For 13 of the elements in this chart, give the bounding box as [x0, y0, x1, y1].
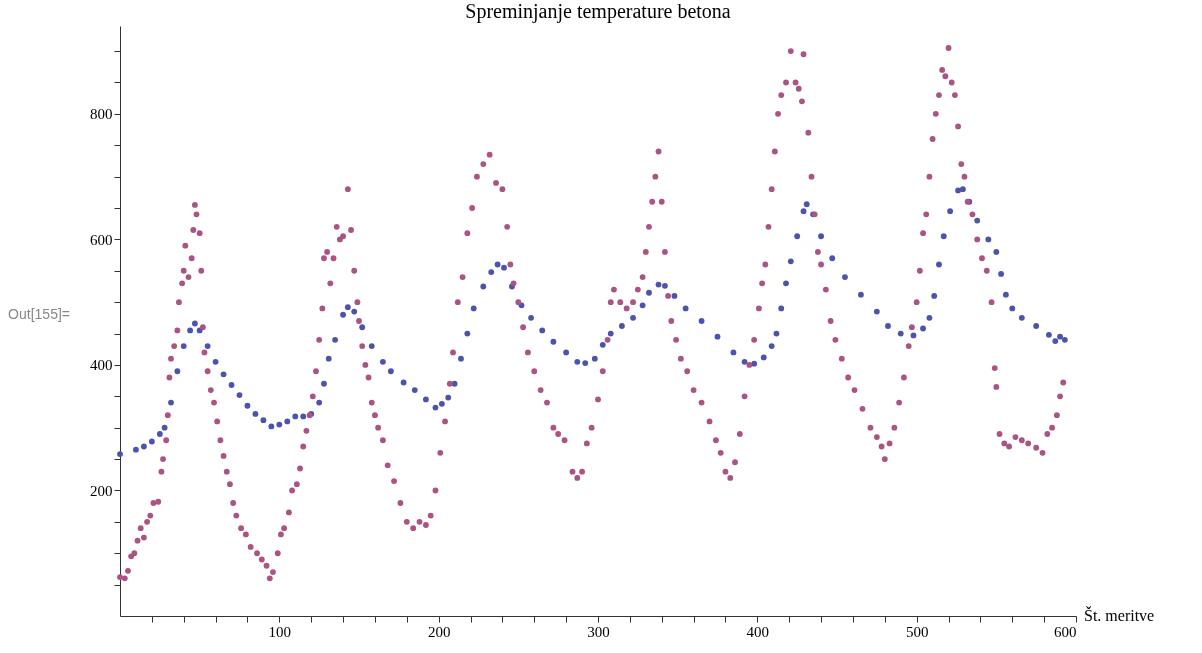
y-tick-label: 600: [90, 231, 113, 248]
text: Out[155]=: [8, 306, 70, 323]
y-tick-label: 400: [90, 357, 113, 374]
x-tick-label: 500: [905, 623, 929, 640]
x-tick-label: 100: [268, 623, 292, 640]
x-tick-label: 400: [746, 623, 770, 640]
x-axis-title: Št. meritve: [1084, 606, 1155, 624]
x-tick-label: 600: [1054, 623, 1077, 640]
chart-title: Spreminjanje temperature betona: [465, 0, 731, 23]
y-tick-label: 200: [90, 482, 113, 499]
x-tick-label: 200: [427, 623, 451, 640]
x-tick-label: 300: [587, 623, 610, 640]
y-tick-label: 800: [90, 106, 113, 123]
